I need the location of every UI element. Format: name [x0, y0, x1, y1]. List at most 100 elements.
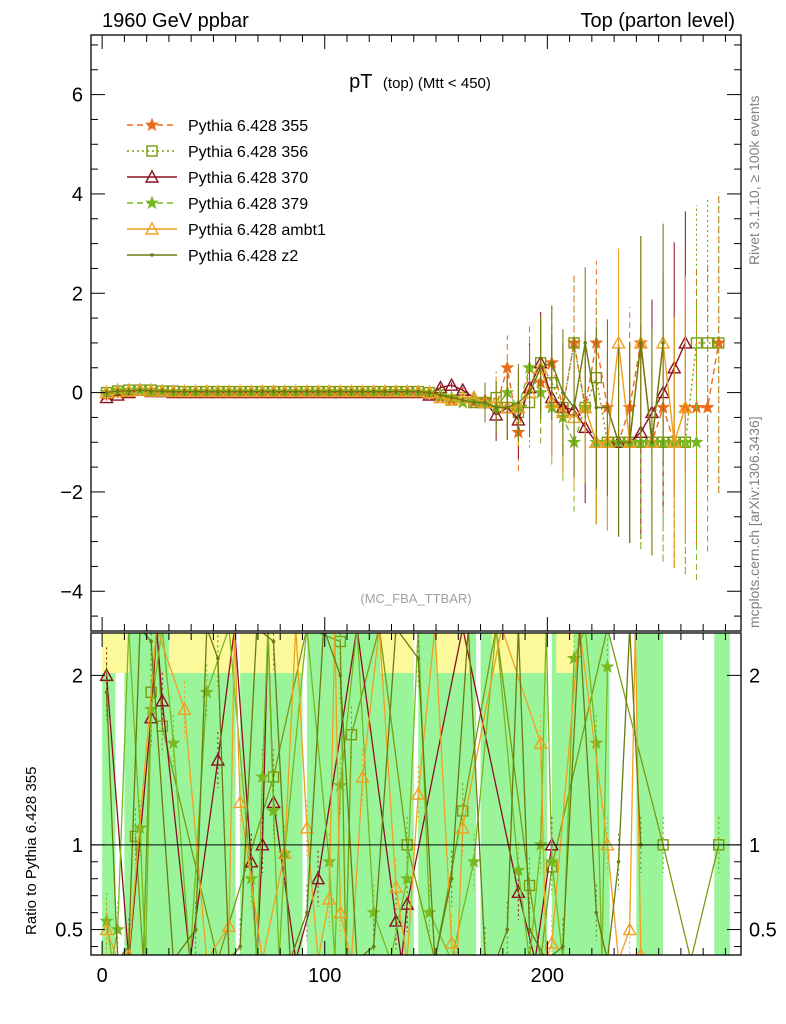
ratio-point [411, 786, 426, 800]
legend-label: Pythia 6.428 z2 [188, 248, 298, 265]
data-point [127, 389, 131, 393]
ratio-point [589, 735, 604, 750]
data-point [416, 389, 421, 394]
ratio-y-tick-label-right: 0.5 [749, 920, 777, 942]
x-tick-label: 0 [97, 965, 108, 987]
data-point [616, 440, 621, 445]
data-point [271, 389, 276, 394]
ratio-point [271, 639, 276, 644]
data-point [260, 389, 265, 394]
data-point [360, 389, 365, 394]
data-point [338, 389, 343, 394]
ratio-y-tick-label-right: 1 [749, 835, 760, 857]
data-point [104, 390, 109, 395]
header-left: 1960 GeV ppbar [102, 10, 249, 32]
ratio-point [149, 639, 153, 644]
ratio-point [210, 752, 226, 766]
ratio-point [544, 935, 559, 949]
data-point [538, 365, 543, 370]
data-point [204, 389, 209, 394]
ratio-point [155, 693, 170, 707]
ratio-point [416, 656, 421, 661]
data-point [444, 392, 459, 406]
data-point [249, 389, 254, 394]
data-point [138, 388, 142, 392]
legend-label: Pythia 6.428 355 [188, 118, 308, 135]
y-tick-label: 4 [72, 184, 83, 206]
yellow-uncertainty-band [436, 633, 470, 673]
ratio-point [544, 854, 559, 868]
data-point [678, 400, 693, 414]
data-point [405, 389, 409, 394]
title-main: pT [349, 71, 372, 93]
ratio-point [221, 918, 237, 932]
legend-marker [150, 253, 154, 257]
legend-label: Pythia 6.428 379 [188, 196, 308, 213]
ratio-point [322, 854, 337, 868]
green-uncertainty-band [240, 633, 303, 955]
ratio-point [232, 795, 248, 809]
ratio-series-group [99, 633, 725, 955]
legend-label: Pythia 6.428 ambt1 [188, 222, 326, 239]
ratio-point [104, 690, 109, 695]
data-point [472, 400, 476, 405]
data-point [349, 389, 354, 394]
ratio-point [338, 673, 343, 678]
analysis-watermark: (MC_FBA_TTBAR) [360, 591, 471, 606]
data-point [661, 341, 665, 345]
ratio-point [449, 876, 454, 881]
title-small: (top) (Mtt < 450) [383, 75, 491, 92]
ratio-point [193, 927, 198, 932]
yellow-uncertainty-band [556, 633, 575, 673]
data-point [483, 400, 487, 405]
data-point [282, 389, 287, 394]
data-point [193, 389, 198, 394]
green-uncertainty-band [102, 633, 116, 955]
legend-marker [144, 195, 160, 210]
data-point [227, 389, 231, 394]
mcplots-reference-text: mcplots.cern.ch [arXiv:1306.3436] [746, 416, 762, 628]
ratio-point [255, 769, 270, 784]
main-frame [90, 34, 742, 632]
ratio-y-tick-label: 0.5 [55, 920, 83, 942]
data-point [433, 390, 448, 404]
data-point [383, 389, 387, 394]
legend-entry-3: Pythia 6.428 379 [127, 195, 308, 213]
ratio-point [388, 879, 404, 893]
y-tick-label: 0 [72, 383, 83, 405]
data-point [561, 390, 565, 395]
ratio-point [266, 803, 281, 818]
ratio-point [466, 854, 481, 868]
data-point [449, 395, 454, 400]
ratio-point [523, 879, 536, 892]
x-tick-label: 200 [531, 965, 564, 987]
ratio-point [110, 922, 125, 936]
ratio-point [322, 891, 337, 905]
ratio-point [505, 927, 510, 932]
ratio-point [422, 905, 437, 919]
data-point [667, 434, 682, 448]
ratio-point [561, 944, 565, 949]
ratio-point [511, 862, 526, 877]
green-uncertainty-band [418, 633, 477, 955]
data-point [516, 400, 521, 405]
ratio-point [399, 896, 415, 910]
data-point [689, 434, 704, 449]
data-point [650, 440, 654, 445]
ratio-point [533, 837, 548, 851]
legend-marker [144, 169, 160, 183]
data-point [216, 389, 220, 394]
ratio-point [238, 944, 242, 949]
ratio-y-tick-label-right: 2 [749, 665, 760, 687]
ratio-point [371, 944, 376, 949]
ratio-point [616, 859, 621, 864]
data-point [160, 389, 165, 393]
ratio-point [166, 735, 181, 750]
data-point [316, 389, 320, 394]
data-point [371, 389, 376, 394]
ratio-point [444, 935, 459, 949]
yellow-uncertainty-band [380, 633, 414, 673]
legend-marker [146, 145, 158, 157]
main-panel: −4 −2 0 2 4 6 [60, 34, 742, 632]
